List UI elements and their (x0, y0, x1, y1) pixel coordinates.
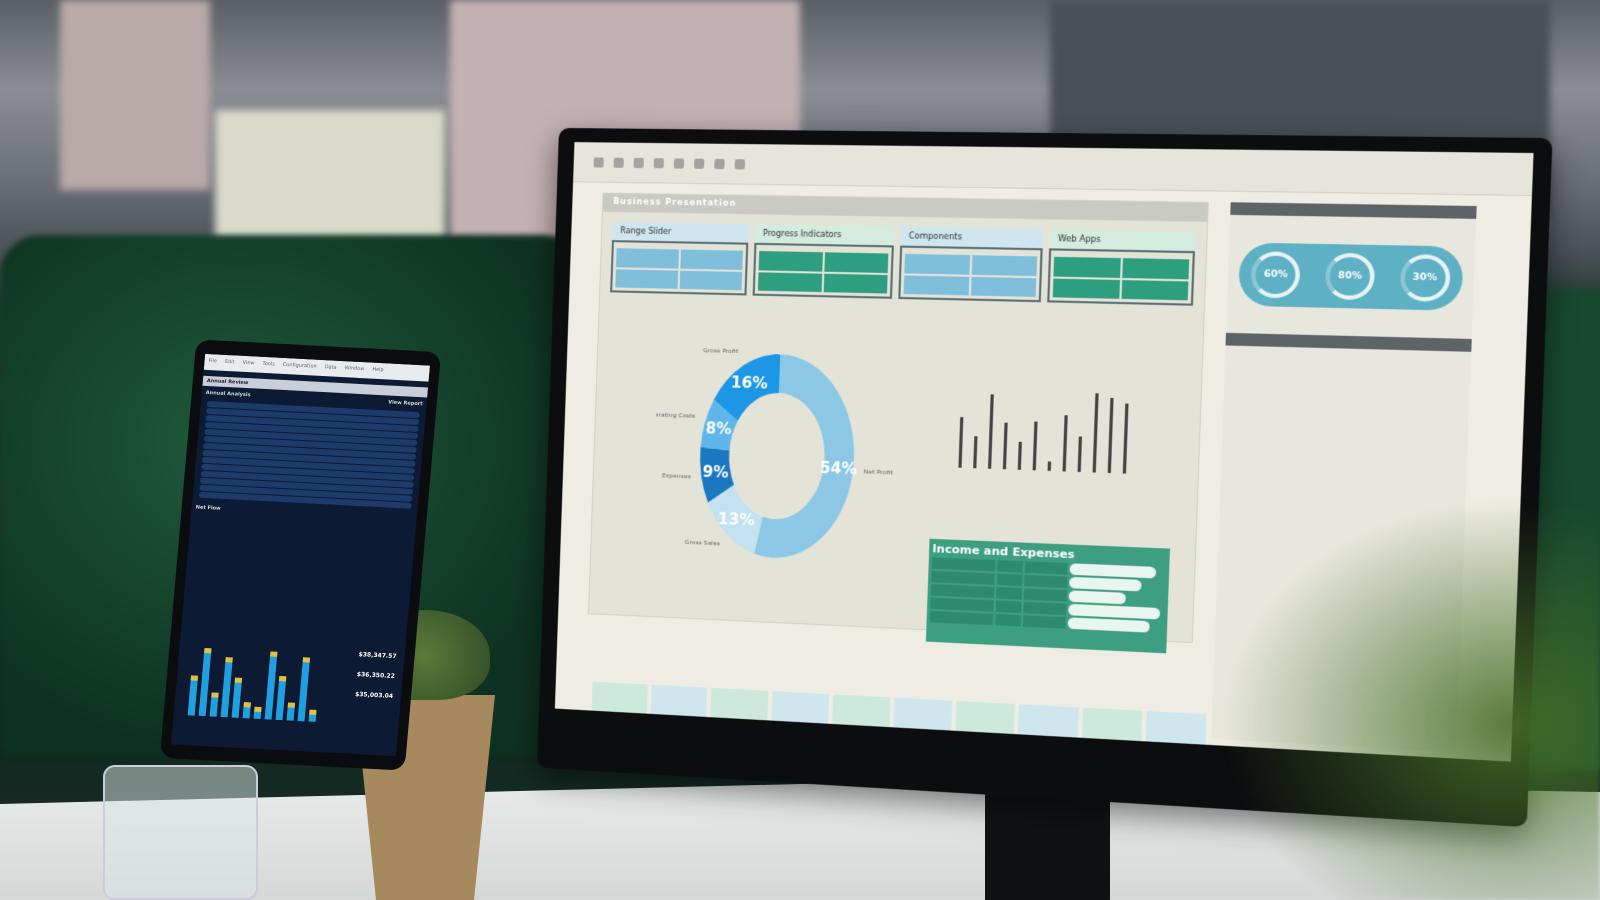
toolbar (573, 142, 1534, 197)
tool-icon[interactable] (633, 157, 644, 168)
bar (286, 702, 296, 721)
segment-value: 9% (702, 462, 729, 481)
card-components[interactable]: Components (898, 227, 1044, 303)
gauges: 60% 80% 30% (1237, 242, 1464, 311)
menu-item[interactable]: Tools (262, 360, 276, 368)
bar (242, 702, 251, 719)
bar (973, 435, 978, 469)
bar (275, 675, 287, 721)
monitor-screen: Business Presentation Range Slider Progr… (554, 142, 1534, 762)
donut-segment (700, 399, 739, 451)
value: $35,003.04 (352, 689, 396, 702)
subtitle: Annual Analysis (205, 389, 251, 399)
bar (1062, 415, 1068, 472)
card-progress-indicators[interactable]: Progress Indicators (752, 224, 895, 299)
tablet-screen: File Edit View Tools Configuration Data Window… (171, 353, 430, 757)
segment-label: Operating Costs (651, 411, 696, 420)
menu-item[interactable]: Window (344, 365, 365, 373)
segment-label: Net Profit (864, 469, 894, 477)
card-range-slider[interactable]: Range Slider (610, 221, 749, 296)
bar (1092, 392, 1099, 473)
segment-label: Gross Sales (685, 539, 720, 548)
gauge: 60% (1250, 251, 1302, 299)
bar (231, 677, 243, 718)
bar (958, 416, 964, 468)
bar (1107, 397, 1114, 474)
bar (1047, 461, 1052, 471)
view-report-link[interactable]: View Report (388, 399, 423, 408)
menu-item[interactable]: View (242, 359, 255, 367)
tool-icon[interactable] (613, 157, 624, 168)
tool-icon[interactable] (673, 157, 685, 169)
tablet-bar-chart (187, 636, 323, 722)
bar (1002, 422, 1008, 470)
segment-label: Gross Profit (703, 347, 739, 355)
tool-icon[interactable] (693, 158, 705, 169)
menu-item[interactable]: Data (324, 364, 337, 371)
window-frame (215, 110, 445, 240)
bar (1122, 403, 1129, 474)
bar (297, 657, 311, 722)
menu-item[interactable]: Configuration (282, 361, 317, 370)
side-tab[interactable] (1225, 332, 1472, 352)
side-tab[interactable] (1230, 202, 1477, 219)
tool-icon[interactable] (714, 158, 725, 169)
segment-value: 16% (731, 373, 768, 392)
segment-value: 54% (820, 459, 858, 479)
bar (187, 675, 199, 716)
bar (220, 657, 233, 718)
bar (209, 692, 219, 717)
gauge: 30% (1399, 253, 1451, 302)
bar-chart (958, 375, 1187, 476)
bar (308, 709, 317, 722)
bar (987, 394, 994, 469)
value: $38,347.57 (356, 650, 399, 662)
presentation-slide: Business Presentation Range Slider Progr… (587, 192, 1209, 762)
menu-item[interactable]: Edit (224, 358, 235, 366)
donut-segment (706, 483, 764, 555)
segment-value: 8% (705, 419, 732, 438)
tablet: File Edit View Tools Configuration Data Window… (159, 339, 442, 771)
tool-icon[interactable] (593, 156, 604, 168)
donut-chart: 54% Net Profit 13% Gross Sales 9% Expenses 8% O… (651, 347, 894, 562)
menu-item[interactable]: File (208, 358, 218, 365)
segment-label: Expenses (662, 472, 691, 480)
monitor: Business Presentation Range Slider Progr… (536, 127, 1553, 828)
gauge: 80% (1324, 252, 1376, 301)
value: $36,350.22 (354, 669, 398, 682)
segment-value: 13% (718, 510, 755, 530)
paperclip-jar (103, 765, 258, 900)
bottom-panel (584, 675, 1213, 762)
bar (1032, 421, 1038, 471)
tool-icon[interactable] (734, 158, 746, 169)
tool-icon[interactable] (653, 157, 665, 168)
card-web-apps[interactable]: Web Apps (1047, 229, 1196, 306)
window-building-left (60, 0, 210, 190)
bar (1077, 436, 1083, 472)
donut-segment (698, 447, 736, 504)
bar (1017, 441, 1022, 470)
menu-item[interactable]: Help (372, 366, 384, 374)
income-expenses-table: Income and Expenses (925, 538, 1170, 654)
fern-plant (1170, 460, 1600, 900)
bar (253, 706, 262, 720)
